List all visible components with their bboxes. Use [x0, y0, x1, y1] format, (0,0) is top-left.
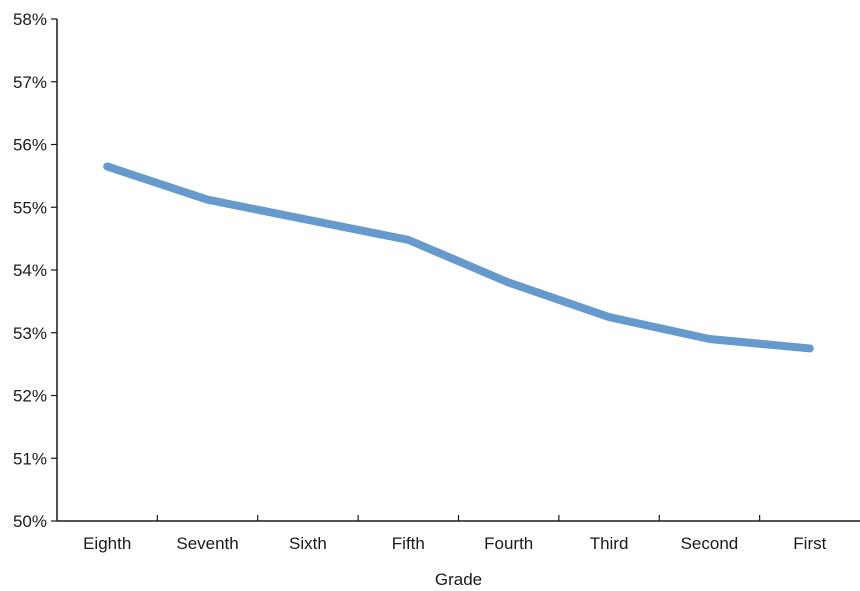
data-point [207, 199, 208, 200]
data-point [709, 339, 710, 340]
y-tick-label: 52% [13, 387, 47, 406]
x-tick-label: Second [681, 534, 739, 553]
x-tick-label: Fifth [392, 534, 425, 553]
y-tick-label: 51% [13, 449, 47, 468]
y-axis-ticks: 50% 51% 52% 53% 54% 55% 56% 57% 58% [13, 10, 57, 531]
x-tick-label: Seventh [176, 534, 238, 553]
x-axis-title: Grade [435, 570, 482, 589]
y-tick-label: 56% [13, 136, 47, 155]
y-tick-label: 54% [13, 261, 47, 280]
y-tick-label: 58% [13, 10, 47, 29]
data-point [107, 166, 108, 167]
series-layer [107, 166, 811, 349]
data-point [508, 282, 509, 283]
data-point [408, 239, 409, 240]
x-tick-label: Third [590, 534, 629, 553]
y-tick-label: 57% [13, 73, 47, 92]
data-point [307, 219, 308, 220]
y-tick-label: 53% [13, 324, 47, 343]
data-point [809, 348, 810, 349]
x-tick-label: Fourth [484, 534, 533, 553]
x-tick-label: Eighth [83, 534, 131, 553]
y-tick-label: 50% [13, 512, 47, 531]
series-line [107, 166, 810, 348]
data-point [609, 317, 610, 318]
x-tick-label: Sixth [289, 534, 327, 553]
x-tick-label: First [793, 534, 826, 553]
y-tick-label: 55% [13, 198, 47, 217]
